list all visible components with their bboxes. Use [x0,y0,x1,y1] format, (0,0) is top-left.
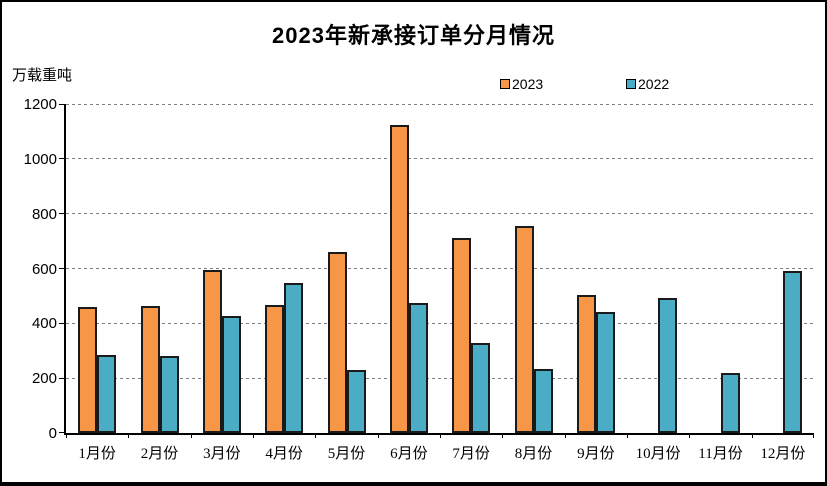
x-axis-tick-10 [689,433,690,438]
gridline-800 [66,213,814,215]
legend: 2023 2022 [2,76,825,94]
bar-2023-8月份 [514,225,534,433]
bar-2022-12月份 [782,270,802,433]
gridline-1200 [66,103,814,105]
y-axis-tick-1200 [59,103,65,105]
y-axis-label-1000: 1000 [23,150,57,168]
bar-2022-3月份 [221,315,241,433]
legend-label-2022: 2022 [638,76,670,92]
bar-2022-6月份 [408,302,428,433]
x-axis-label-9月份: 9月份 [577,446,615,462]
legend-item-2023: 2023 [500,76,543,92]
plot-area: 0 200 400 600 800 1000 1200 1月份 2月份 3月份 4月份 5月份 6月份 7… [24,96,814,462]
y-axis-label-600: 600 [31,260,57,278]
x-axis-tick-7 [502,433,503,438]
x-axis-tick-11 [752,433,753,438]
x-axis-label-6月份: 6月份 [390,446,428,462]
bar-2022-1月份 [97,355,117,433]
y-axis-label-800: 800 [31,205,57,223]
bar-2023-2月份 [140,305,160,433]
legend-label-2023: 2023 [512,76,544,92]
x-axis-tick-3 [253,433,254,438]
x-axis-tick-9 [627,433,628,438]
x-axis-tick-5 [378,433,379,438]
x-axis-label-4月份: 4月份 [265,446,303,462]
x-axis-tick-2 [191,433,192,438]
y-axis-tick-600 [59,268,65,269]
bar-2023-3月份 [202,270,222,433]
bar-2022-2月份 [159,355,179,433]
x-axis-label-10月份: 10月份 [635,446,681,462]
bar-2023-4月份 [265,305,285,433]
x-axis-label-7月份: 7月份 [452,446,490,462]
bar-2023-6月份 [389,124,409,433]
gridline-1000 [66,158,814,160]
x-axis-label-2月份: 2月份 [140,446,179,462]
chart-title: 2023年新承接订单分月情况 [272,23,555,48]
x-axis-tick-12 [813,433,814,438]
gridline-600 [66,268,814,269]
y-axis-label-1200: 1200 [23,96,57,113]
legend-item-2022: 2022 [626,76,669,92]
y-axis-label-400: 400 [31,315,57,333]
x-axis-tick-0 [66,433,67,438]
y-axis-tick-800 [59,213,65,215]
bar-2023-5月份 [327,252,347,433]
bar-2022-10月份 [658,297,678,433]
x-axis-label-11月份: 11月份 [698,446,743,462]
x-axis-label-3月份: 3月份 [203,446,241,462]
bar-2022-5月份 [346,370,366,433]
y-axis-label-200: 200 [31,370,57,388]
x-axis-label-5月份: 5月份 [327,446,366,462]
y-axis-unit-label: 万载重吨 [12,67,73,84]
bar-2023-9月份 [576,295,596,433]
bar-2023-7月份 [452,238,472,433]
bar-2022-4月份 [284,283,304,433]
x-axis-tick-1 [128,433,129,438]
legend-swatch-2022-icon [626,79,636,89]
legend-swatch-2023-icon [500,79,510,89]
x-axis-label-1月份: 1月份 [78,446,116,462]
gridline-200 [66,377,814,379]
x-axis-tick-8 [565,433,566,438]
x-axis-label-8月份: 8月份 [514,446,553,462]
bar-2022-9月份 [595,312,615,433]
bar-2022-7月份 [471,343,491,433]
y-axis-tick-200 [59,377,65,379]
y-axis-label-0: 0 [48,425,57,442]
x-axis-label-12月份: 12月份 [760,446,806,462]
bar-2022-8月份 [533,368,553,433]
x-axis-tick-4 [315,433,316,438]
y-axis-tick-400 [59,322,65,324]
y-axis-tick-1000 [59,158,65,160]
gridline-400 [66,322,814,324]
bar-2023-1月份 [78,306,98,433]
x-axis-tick-6 [440,433,441,438]
y-axis-tick-0 [59,432,65,433]
bar-2022-11月份 [720,372,740,433]
